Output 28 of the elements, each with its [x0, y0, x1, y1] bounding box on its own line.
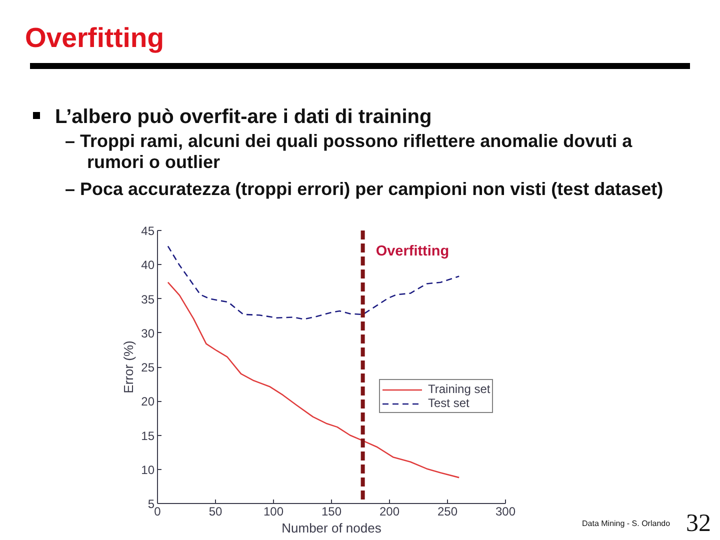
legend-label: Test set — [428, 396, 470, 410]
x-tick-label: 300 — [495, 504, 516, 518]
y-tick-label: 15 — [141, 428, 155, 443]
y-tick-label: 5 — [148, 497, 155, 511]
x-tick-label: 250 — [437, 504, 458, 518]
x-tick-label: 200 — [379, 504, 400, 518]
text: – Troppi rami, alcuni dei quali possono riflettere anomalie dovuti a rumori o outlier — [65, 131, 634, 173]
line-series — [167, 246, 460, 320]
legend-label: Training set — [428, 382, 490, 396]
y-tick-label: 30 — [141, 326, 155, 340]
y-tick-label: 40 — [141, 258, 155, 272]
y-tick-label: 25 — [141, 360, 155, 374]
text: 32 — [686, 509, 711, 539]
y-tick-label: 45 — [141, 224, 155, 238]
ref-line-label: Overfitting — [376, 244, 450, 260]
y-tick-label: 20 — [141, 394, 155, 409]
x-tick-label: 100 — [263, 504, 284, 518]
text: – Poca accuratezza (troppi errori) per campioni non visti (test dataset) — [65, 179, 664, 200]
text: Data Mining - S. Orlando — [582, 518, 670, 530]
x-tick-label: 50 — [208, 504, 222, 518]
chart-title: Overfitting — [25, 21, 164, 55]
x-axis-title: Number of nodes — [282, 520, 382, 536]
x-tick-label: 150 — [321, 504, 342, 518]
y-axis-title: Error (%) — [121, 340, 136, 394]
y-tick-label: 10 — [141, 462, 155, 477]
chart-subtitle: L’albero può overfit-are i dati di training — [55, 105, 432, 130]
y-tick-label: 35 — [141, 292, 155, 306]
x-tick-label: 0 — [154, 504, 162, 518]
